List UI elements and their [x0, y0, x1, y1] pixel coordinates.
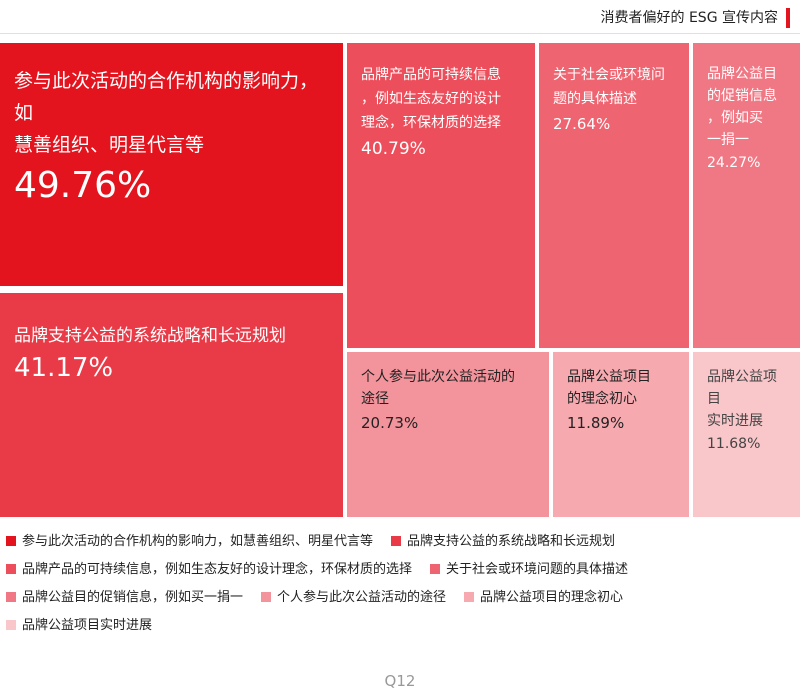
chart-title: 消费者偏好的 ESG 宣传内容	[601, 8, 790, 28]
legend-swatch	[6, 620, 16, 630]
treemap-tile-label: 品牌支持公益的系统战略和长远规划	[14, 326, 286, 346]
legend-swatch	[430, 564, 441, 574]
legend-row: 品牌产品的可持续信息，例如生态友好的设计理念，环保材质的选择 关于社会或环境问题的…	[6, 556, 796, 584]
legend-item: 个人参与此次公益活动的途径	[261, 584, 446, 612]
question-label: Q12	[384, 672, 416, 690]
treemap-tile-value: 49.76%	[14, 165, 152, 206]
legend-label: 品牌公益目的促销信息，例如买一捐一	[22, 590, 244, 605]
legend-item: 参与此次活动的合作机构的影响力，如慧善组织、明星代言等	[6, 528, 373, 556]
treemap-tile: 参与此次活动的合作机构的影响力，如 慧善组织、明星代言等 49.76%	[0, 43, 343, 286]
treemap-tile: 品牌公益项目 的理念初心 11.89%	[553, 352, 689, 517]
legend-label: 个人参与此次公益活动的途径	[277, 590, 447, 605]
legend-swatch	[391, 536, 402, 546]
treemap-tile-label: 个人参与此次公益活动的 途径	[361, 369, 515, 407]
legend-row: 品牌公益项目实时进展	[6, 612, 796, 640]
treemap-tile-label: 品牌产品的可持续信息 ，例如生态友好的设计 理念，环保材质的选择	[361, 67, 501, 131]
legend-label: 关于社会或环境问题的具体描述	[446, 562, 629, 577]
legend-swatch	[261, 592, 272, 602]
treemap-tile: 关于社会或环境问 题的具体描述 27.64%	[539, 43, 689, 348]
treemap-tile: 个人参与此次公益活动的 途径 20.73%	[347, 352, 549, 517]
legend-label: 品牌公益项目实时进展	[22, 618, 153, 633]
legend-item: 品牌公益目的促销信息，例如买一捐一	[6, 584, 243, 612]
legend-label: 品牌支持公益的系统战略和长远规划	[407, 534, 616, 549]
treemap-tile: 品牌产品的可持续信息 ，例如生态友好的设计 理念，环保材质的选择 40.79%	[347, 43, 535, 348]
treemap-tile-label: 品牌公益项目 的理念初心	[567, 369, 651, 407]
treemap-tile-value: 20.73%	[361, 414, 419, 432]
treemap-tile-label: 关于社会或环境问 题的具体描述	[553, 67, 665, 107]
treemap-tile-value: 24.27%	[707, 155, 761, 171]
header-divider	[0, 33, 800, 34]
legend-item: 品牌公益项目实时进展	[6, 612, 152, 640]
treemap-tile: 品牌公益项目 实时进展 11.68%	[693, 352, 800, 517]
treemap-tile-label: 品牌公益项目 实时进展	[707, 369, 777, 429]
treemap-tile-value: 11.89%	[567, 414, 625, 432]
legend-swatch	[6, 536, 16, 546]
legend-swatch	[464, 592, 475, 602]
chart-legend: 参与此次活动的合作机构的影响力，如慧善组织、明星代言等 品牌支持公益的系统战略和长…	[6, 528, 796, 640]
treemap-tile: 品牌公益目 的促销信息 ，例如买 一捐一 24.27%	[693, 43, 800, 348]
legend-item: 品牌公益项目的理念初心	[464, 584, 623, 612]
treemap-tile-label: 品牌公益目 的促销信息 ，例如买 一捐一	[707, 66, 777, 148]
treemap-tile-value: 11.68%	[707, 436, 761, 452]
treemap-tile-label: 参与此次活动的合作机构的影响力，如 慧善组织、明星代言等	[14, 70, 319, 156]
legend-swatch	[6, 564, 16, 574]
legend-label: 品牌公益项目的理念初心	[480, 590, 624, 605]
treemap-tile-value: 40.79%	[361, 139, 426, 159]
legend-item: 关于社会或环境问题的具体描述	[430, 556, 628, 584]
treemap-tile: 品牌支持公益的系统战略和长远规划 41.17%	[0, 293, 343, 517]
treemap-tile-value: 41.17%	[14, 353, 114, 383]
legend-row: 品牌公益目的促销信息，例如买一捐一 个人参与此次公益活动的途径 品牌公益项目的理念初…	[6, 584, 796, 612]
legend-row: 参与此次活动的合作机构的影响力，如慧善组织、明星代言等 品牌支持公益的系统战略和长…	[6, 528, 796, 556]
legend-swatch	[6, 592, 16, 602]
treemap-tile-value: 27.64%	[553, 115, 611, 133]
legend-item: 品牌产品的可持续信息，例如生态友好的设计理念，环保材质的选择	[6, 556, 412, 584]
legend-label: 参与此次活动的合作机构的影响力，如慧善组织、明星代言等	[22, 534, 374, 549]
legend-label: 品牌产品的可持续信息，例如生态友好的设计理念，环保材质的选择	[22, 562, 413, 577]
legend-item: 品牌支持公益的系统战略和长远规划	[391, 528, 615, 556]
